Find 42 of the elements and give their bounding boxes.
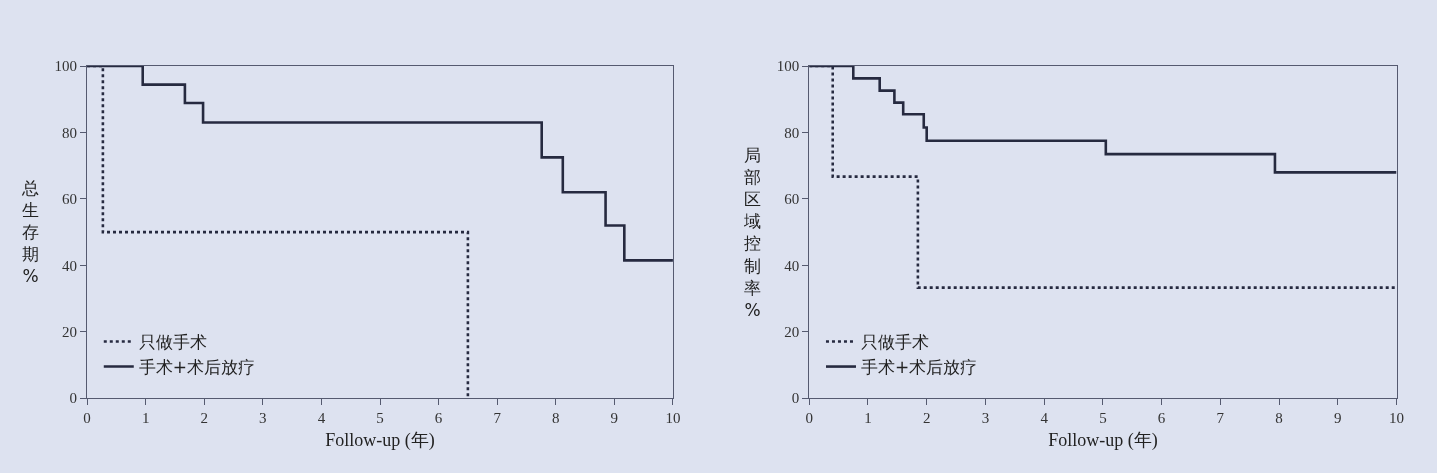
y-tick-label: 20 <box>62 324 78 341</box>
legend-label: 只做手术 <box>860 332 929 353</box>
x-tick-label: 2 <box>922 410 931 427</box>
y-axis-title: 局部区域控制率 % <box>743 145 761 320</box>
x-tick-label: 10 <box>665 410 681 427</box>
legend-label: 手术+术后放疗 <box>860 357 978 378</box>
x-tick-label: 10 <box>1389 410 1405 427</box>
y-tick-label: 100 <box>776 58 800 75</box>
x-tick-label: 6 <box>434 410 443 427</box>
x-tick-label: 5 <box>376 410 384 427</box>
y-tick-label: 100 <box>54 58 78 75</box>
y-tick-label: 0 <box>69 390 78 407</box>
y-tick-label: 0 <box>791 390 800 407</box>
legend-label: 只做手术 <box>138 332 207 353</box>
x-axis-title: Follow-up (年) <box>1048 430 1158 452</box>
x-tick-label: 6 <box>1157 410 1166 427</box>
legend-label: 手术+术后放疗 <box>138 357 256 378</box>
x-tick-label: 3 <box>259 410 267 427</box>
y-tick-label: 60 <box>62 191 78 208</box>
x-tick-label: 8 <box>552 410 560 427</box>
y-axis-title: 总生存期 % <box>21 178 39 287</box>
y-tick-label: 40 <box>784 257 800 274</box>
x-tick-label: 5 <box>1099 410 1107 427</box>
x-tick-label: 1 <box>864 410 872 427</box>
x-tick-label: 3 <box>981 410 990 427</box>
x-axis-title: Follow-up (年) <box>325 430 435 452</box>
y-tick-label: 60 <box>784 191 800 208</box>
x-tick-label: 0 <box>805 410 813 427</box>
x-tick-label: 4 <box>1040 410 1049 427</box>
x-tick-label: 4 <box>317 410 326 427</box>
x-tick-label: 9 <box>610 410 619 427</box>
y-tick-label: 80 <box>62 124 78 141</box>
x-tick-label: 9 <box>1334 410 1342 427</box>
y-tick-label: 80 <box>784 124 800 141</box>
x-tick-label: 1 <box>141 410 150 427</box>
y-tick-label: 20 <box>784 324 800 341</box>
x-tick-label: 7 <box>1216 410 1225 427</box>
y-tick-label: 40 <box>62 257 78 274</box>
x-tick-label: 8 <box>1275 410 1283 427</box>
x-tick-label: 7 <box>493 410 502 427</box>
x-tick-label: 2 <box>200 410 208 427</box>
x-tick-label: 0 <box>83 410 91 427</box>
